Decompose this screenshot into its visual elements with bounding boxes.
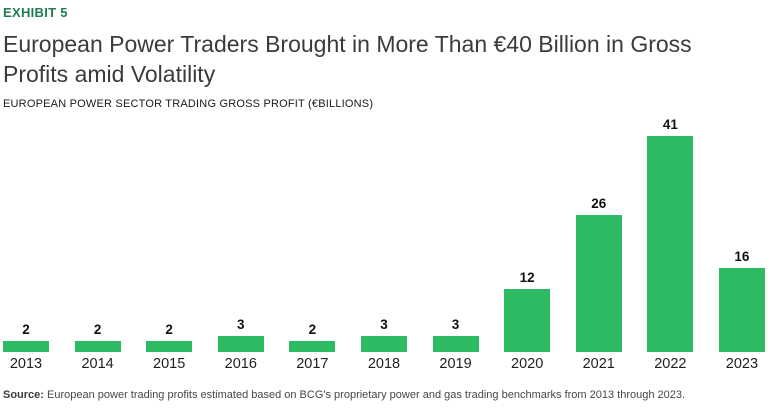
x-axis-label: 2016	[224, 356, 257, 372]
bar-value-label: 3	[237, 317, 245, 332]
bar-column: 3 2016	[217, 112, 264, 372]
bar-2019	[432, 336, 479, 352]
x-axis-label: 2014	[81, 356, 114, 372]
bar-value-label: 3	[451, 317, 460, 332]
bar-column: 2 2013	[3, 112, 49, 372]
x-axis-label: 2015	[153, 356, 186, 372]
bar-value-label: 2	[308, 322, 317, 337]
bar-value-label: 16	[734, 249, 750, 264]
bar-column: 26 2021	[575, 112, 622, 372]
bar-2014	[74, 341, 121, 352]
bar-2022	[647, 136, 694, 352]
bar-value-label: 2	[165, 322, 173, 337]
bar-column: 41 2022	[647, 112, 694, 372]
source-text: European power trading profits estimated…	[47, 389, 686, 401]
bar-2021	[575, 215, 622, 352]
bar-value-label: 41	[662, 117, 678, 132]
bar-chart: 2 2013 2 2014 2 2015 3 2016 2 2017 3 2018 3 2019 12 202…	[3, 112, 765, 372]
exhibit-title: European Power Traders Brought in More T…	[3, 29, 765, 89]
x-axis-label: 2022	[654, 356, 687, 372]
bar-value-label: 26	[591, 196, 607, 211]
source-label: Source:	[3, 389, 48, 401]
chart-subtitle: EUROPEAN POWER SECTOR TRADING GROSS PROF…	[3, 98, 374, 110]
x-axis-label: 2019	[439, 356, 472, 372]
bar-column: 16 2023	[718, 112, 765, 372]
bar-2015	[146, 341, 193, 352]
bar-2023	[718, 268, 765, 352]
exhibit-label: EXHIBIT 5	[3, 5, 68, 20]
x-axis-label: 2013	[9, 356, 43, 372]
bar-value-label: 2	[22, 322, 30, 337]
bar-column: 2 2014	[74, 112, 121, 372]
bar-column: 12 2020	[504, 112, 551, 372]
bar-2013	[3, 341, 49, 352]
bar-value-label: 3	[380, 317, 388, 332]
x-axis-label: 2020	[511, 356, 544, 372]
bar-column: 2 2017	[289, 112, 336, 372]
bar-column: 3 2019	[432, 112, 479, 372]
x-axis-label: 2021	[582, 356, 615, 372]
x-axis-label: 2017	[296, 356, 329, 372]
bar-2020	[504, 289, 551, 352]
bar-value-label: 12	[519, 270, 535, 285]
bar-column: 3 2018	[360, 112, 407, 372]
bar-2018	[360, 336, 407, 352]
x-axis-label: 2023	[725, 356, 759, 372]
bar-2017	[289, 341, 336, 352]
bar-value-label: 2	[93, 322, 102, 337]
x-axis-label: 2018	[367, 356, 401, 372]
bar-2016	[217, 336, 264, 352]
title-line-1: European Power Traders Brought in More T…	[3, 31, 692, 57]
source-note: Source: European power trading profits e…	[3, 389, 765, 401]
title-line-2: Profits amid Volatility	[3, 61, 216, 87]
bar-column: 2 2015	[146, 112, 193, 372]
